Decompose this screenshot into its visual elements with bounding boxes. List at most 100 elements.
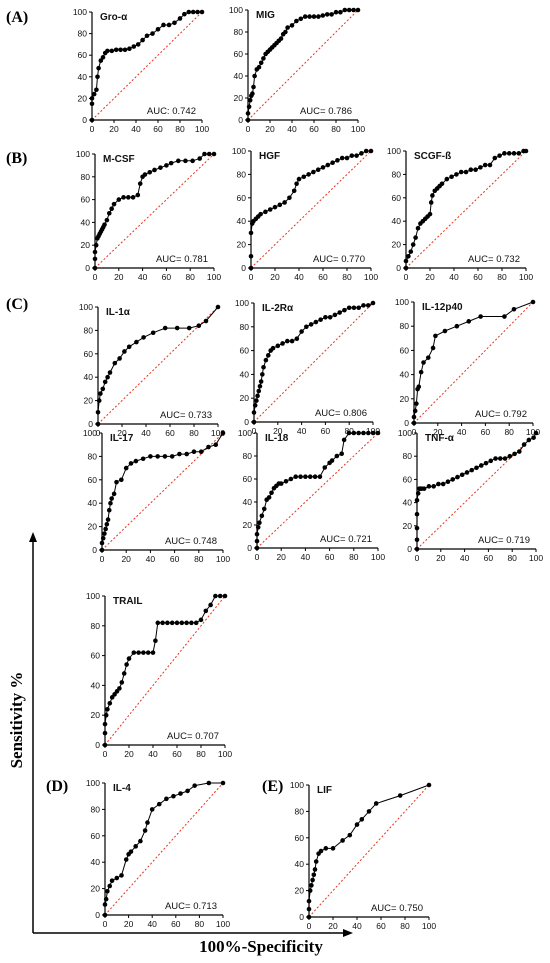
roc-point bbox=[250, 91, 255, 96]
roc-point bbox=[131, 44, 137, 49]
roc-point bbox=[211, 151, 217, 157]
roc-point bbox=[148, 454, 153, 459]
y-tick-label: 20 bbox=[84, 396, 94, 406]
roc-point bbox=[89, 117, 95, 123]
y-tick-label: 100 bbox=[86, 778, 100, 788]
roc-point bbox=[416, 384, 422, 390]
roc-point bbox=[426, 484, 432, 489]
reference-line bbox=[104, 782, 224, 916]
roc-point bbox=[342, 307, 347, 313]
x-tick-label: 0 bbox=[100, 554, 105, 564]
roc-point bbox=[172, 20, 177, 26]
roc-point bbox=[299, 329, 304, 334]
roc-point bbox=[403, 258, 409, 264]
roc-point bbox=[145, 820, 150, 825]
y-tick-label: 100 bbox=[73, 7, 87, 17]
x-tick-label: 0 bbox=[103, 749, 108, 759]
roc-point bbox=[313, 319, 319, 325]
x-tick-label: 60 bbox=[318, 272, 328, 282]
roc-point bbox=[280, 341, 285, 346]
roc-point bbox=[183, 158, 188, 164]
y-tick-label: 40 bbox=[78, 72, 88, 82]
roc-point bbox=[109, 48, 115, 54]
y-tick-label: 60 bbox=[84, 349, 94, 359]
roc-point bbox=[468, 167, 474, 173]
auc-label: AUC= 0.770 bbox=[313, 254, 365, 265]
auc-label: AUC= 0.733 bbox=[160, 410, 212, 421]
roc-point bbox=[361, 303, 366, 308]
roc-point bbox=[278, 36, 284, 41]
roc-point bbox=[94, 87, 99, 93]
roc-point bbox=[421, 360, 426, 365]
roc-point bbox=[257, 384, 263, 389]
y-tick-label: 40 bbox=[234, 71, 244, 81]
roc-panel: 0 20 40 60 80 100 0 20 40 60 80 100 MIG AUC= 0.786 bbox=[229, 5, 366, 134]
roc-point bbox=[119, 680, 125, 685]
roc-point bbox=[277, 202, 283, 208]
roc-point bbox=[294, 18, 299, 24]
y-tick-label: 40 bbox=[400, 370, 410, 380]
reference-line bbox=[253, 302, 374, 423]
roc-point bbox=[98, 391, 103, 396]
y-tick-label: 40 bbox=[237, 216, 247, 226]
y-tick-label: 20 bbox=[234, 93, 244, 103]
y-tick-label: 80 bbox=[295, 806, 305, 816]
auc-label: AUC: 0.742 bbox=[147, 106, 196, 117]
roc-point bbox=[252, 403, 258, 408]
y-tick-label: 20 bbox=[392, 240, 402, 250]
roc-point bbox=[285, 338, 290, 344]
y-tick-label: 0 bbox=[88, 419, 93, 429]
x-tick-label: 40 bbox=[449, 272, 459, 282]
x-tick-label: 20 bbox=[433, 427, 443, 437]
x-tick-label: 100 bbox=[195, 124, 209, 134]
roc-point bbox=[133, 844, 138, 849]
panel-title: Gro-α bbox=[100, 12, 128, 23]
roc-panel: 0 20 40 60 80 100 0 20 40 60 80 100 HGF AUC= 0.770 bbox=[232, 146, 379, 282]
y-tick-label: 40 bbox=[91, 680, 101, 690]
roc-point bbox=[102, 531, 107, 536]
roc-point bbox=[327, 314, 333, 320]
x-tick-label: 60 bbox=[481, 427, 491, 437]
roc-point bbox=[134, 339, 139, 345]
roc-point bbox=[171, 793, 176, 799]
roc-point bbox=[105, 517, 111, 522]
panel-title: IL-4 bbox=[113, 783, 131, 794]
x-tick-label: 80 bbox=[349, 552, 359, 562]
roc-point bbox=[346, 305, 352, 311]
roc-point bbox=[117, 356, 122, 361]
y-tick-label: 0 bbox=[241, 263, 246, 273]
roc-point bbox=[506, 151, 512, 156]
x-tick-label: 40 bbox=[147, 919, 157, 929]
roc-point bbox=[375, 430, 381, 436]
y-tick-label: 60 bbox=[240, 346, 250, 356]
y-tick-label: 60 bbox=[91, 831, 101, 841]
roc-point bbox=[95, 410, 101, 415]
roc-point bbox=[140, 37, 145, 43]
roc-point bbox=[126, 344, 132, 350]
roc-point bbox=[155, 26, 161, 32]
roc-point bbox=[222, 593, 228, 599]
roc-point bbox=[512, 451, 517, 457]
roc-point bbox=[255, 393, 260, 399]
y-tick-label: 0 bbox=[247, 543, 252, 553]
roc-point bbox=[197, 156, 203, 161]
x-tick-label: 20 bbox=[114, 272, 124, 282]
roc-point bbox=[373, 801, 379, 806]
reference-line bbox=[405, 150, 527, 269]
section-label-d: (D) bbox=[46, 778, 68, 795]
roc-point bbox=[421, 486, 427, 491]
panel-title: IL-1α bbox=[106, 307, 131, 318]
x-tick-label: 80 bbox=[504, 427, 514, 437]
reference-line bbox=[308, 784, 430, 918]
roc-point bbox=[412, 408, 418, 414]
y-tick-label: 40 bbox=[240, 369, 250, 379]
y-tick-label: 0 bbox=[396, 263, 401, 273]
roc-point bbox=[303, 474, 308, 480]
roc-point bbox=[356, 430, 361, 436]
roc-point bbox=[95, 421, 101, 427]
roc-point bbox=[517, 449, 522, 454]
roc-point bbox=[177, 16, 183, 21]
roc-point bbox=[122, 47, 128, 53]
roc-point bbox=[288, 476, 294, 482]
